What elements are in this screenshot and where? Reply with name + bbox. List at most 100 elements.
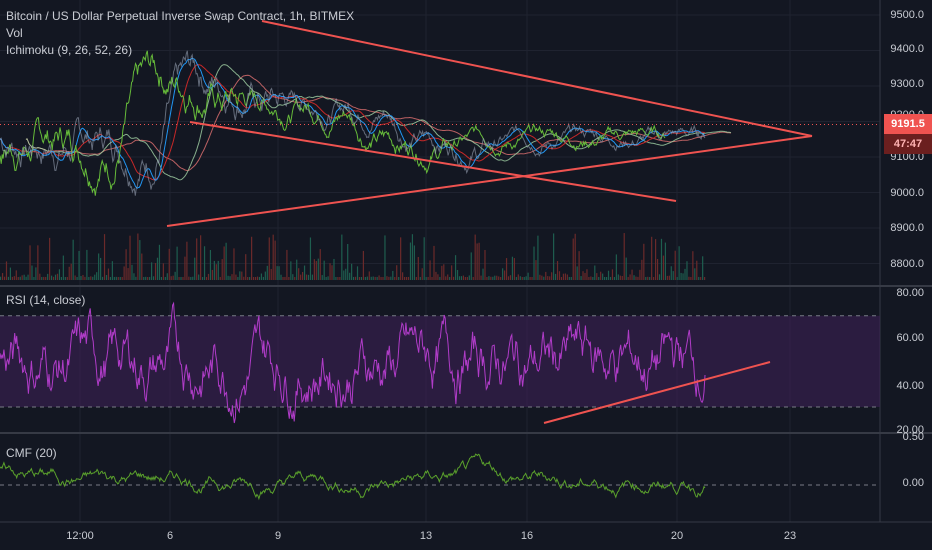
volume-bar: [247, 277, 249, 280]
volume-bar: [156, 257, 159, 280]
volume-bar: [423, 237, 425, 280]
volume-bar: [184, 256, 186, 280]
volume-bar: [360, 276, 363, 280]
volume-bar: [129, 235, 131, 280]
volume-bar: [566, 274, 568, 280]
volume-bar: [600, 271, 602, 280]
volume-bar: [31, 265, 33, 280]
volume-bar: [182, 276, 184, 280]
volume-bar: [298, 268, 300, 280]
volume-bar: [135, 276, 137, 280]
volume-bar: [207, 273, 210, 280]
ichimoku-indicator-label[interactable]: Ichimoku (9, 26, 52, 26): [6, 43, 133, 57]
volume-bar: [670, 266, 672, 280]
volume-bar: [1, 273, 4, 280]
volume-bar: [674, 250, 676, 280]
volume-bar: [194, 257, 196, 280]
volume-bar: [639, 269, 641, 280]
cmf-axis-tick: 0.50: [902, 431, 924, 443]
volume-bar: [211, 269, 213, 280]
price-axis-tick: 8900.0: [890, 222, 924, 234]
volume-bar: [62, 255, 64, 280]
volume-bar: [264, 271, 266, 280]
volume-bar: [462, 275, 465, 280]
volume-bar: [529, 276, 531, 280]
volume-bar: [443, 264, 445, 280]
volume-bar: [272, 234, 274, 280]
volume-bar: [604, 276, 606, 280]
volume-bar: [178, 276, 180, 280]
vol-indicator-label[interactable]: Vol: [6, 26, 23, 40]
volume-bar: [431, 276, 433, 280]
volume-bar: [217, 260, 219, 280]
volume-bar: [288, 276, 290, 280]
volume-bar: [645, 276, 647, 280]
volume-bar: [394, 276, 396, 280]
volume-bar: [117, 276, 119, 280]
price-axis-tick: 9000.0: [890, 187, 924, 199]
cmf-axis-tick: 0.00: [902, 477, 924, 489]
volume-bar: [215, 264, 217, 280]
time-axis-tick: 12:00: [66, 530, 94, 542]
volume-bar: [35, 267, 37, 280]
volume-bar: [7, 276, 10, 280]
volume-bar: [123, 266, 125, 280]
volume-bar: [245, 254, 247, 280]
volume-bar: [696, 260, 698, 280]
volume-bar: [266, 265, 268, 280]
volume-bar: [311, 274, 314, 280]
volume-bar: [619, 275, 621, 280]
volume-bar: [411, 234, 414, 280]
volume-bar: [302, 272, 304, 280]
volume-bar: [317, 258, 319, 280]
volume-bar: [327, 276, 329, 280]
volume-bar: [553, 233, 555, 280]
volume-bar: [405, 276, 408, 280]
volume-bar: [509, 275, 512, 280]
volume-bar: [33, 276, 35, 280]
volume-bar: [692, 251, 694, 280]
volume-bar: [545, 271, 547, 280]
volume-bar: [562, 273, 565, 280]
rsi-line: [0, 301, 706, 424]
volume-bar: [5, 261, 8, 280]
symbol-title[interactable]: Bitcoin / US Dollar Perpetual Inverse Sw…: [6, 9, 355, 23]
volume-bar: [141, 253, 143, 280]
volume-bar: [627, 276, 629, 280]
volume-bar: [680, 272, 682, 280]
volume-bar: [60, 276, 62, 280]
volume-bar: [574, 233, 576, 280]
volume-bar: [380, 277, 382, 280]
rsi-indicator-label[interactable]: RSI (14, close): [6, 293, 86, 307]
volume-bar: [500, 276, 502, 280]
volume-bar: [686, 261, 688, 280]
breakdown-trendline: [189, 121, 677, 202]
volume-bar: [596, 273, 598, 280]
volume-bar: [331, 265, 333, 280]
rsi-axis-tick: 80.00: [896, 287, 924, 299]
volume-bar: [453, 276, 455, 280]
volume-bar: [658, 274, 661, 280]
volume-bar: [341, 234, 343, 280]
volume-bar: [54, 274, 57, 280]
volume-bar: [437, 274, 439, 280]
volume-bar: [58, 269, 61, 280]
volume-bar: [309, 237, 312, 280]
volume-bar: [523, 276, 525, 280]
volume-bar: [166, 273, 168, 280]
volume-bar: [607, 270, 610, 280]
volume-bar: [94, 274, 96, 280]
volume-bar: [653, 276, 655, 280]
volume-bar: [131, 264, 133, 280]
volume-bar: [115, 276, 117, 280]
volume-bar: [347, 243, 349, 280]
volume-bar: [76, 276, 78, 280]
volume-bar: [17, 276, 19, 280]
cmf-indicator-label[interactable]: CMF (20): [6, 446, 57, 460]
volume-bar: [325, 276, 327, 280]
volume-bar: [192, 276, 194, 280]
volume-bar: [107, 268, 110, 280]
volume-bar: [382, 276, 384, 280]
